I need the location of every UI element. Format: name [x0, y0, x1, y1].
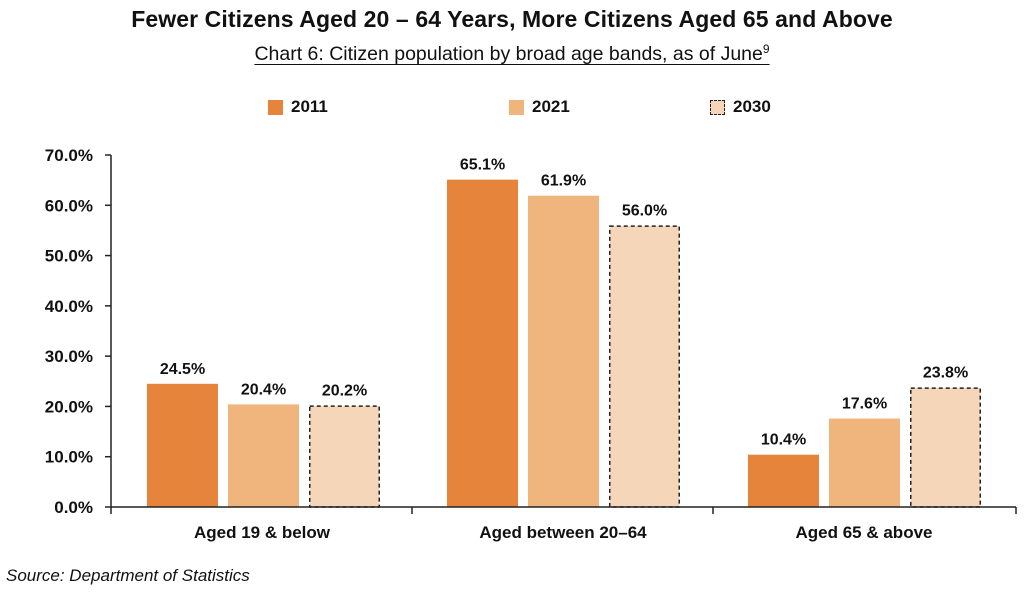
data-label-2011-0: 24.5%: [160, 361, 205, 378]
data-label-2030-2: 23.8%: [923, 364, 968, 381]
bar-2030-2: [910, 387, 981, 508]
y-tick-label: 20.0%: [45, 397, 93, 416]
bar-2021-2: [829, 418, 900, 507]
y-tick-label: 40.0%: [45, 297, 93, 316]
bar-2030-1: [609, 225, 680, 508]
data-label-2011-2: 10.4%: [761, 432, 806, 449]
y-tick-label: 30.0%: [45, 347, 93, 366]
x-category-label: Aged between 20–64: [479, 523, 647, 542]
y-tick-label: 10.0%: [45, 448, 93, 467]
legend-swatch-2011: [268, 99, 283, 115]
bar-2011-2: [748, 454, 819, 507]
bar-2011-0: [147, 383, 218, 507]
legend-swatch-2030: [710, 99, 725, 115]
data-label-2021-0: 20.4%: [241, 381, 286, 398]
data-label-2030-0: 20.2%: [322, 382, 367, 399]
bar-2030-0: [309, 405, 380, 508]
data-label-2021-1: 61.9%: [541, 173, 586, 190]
legend-swatch-2021: [509, 99, 524, 115]
data-label-2011-1: 65.1%: [460, 157, 505, 174]
legend-item-2011: 2011: [268, 96, 328, 118]
y-tick-label: 70.0%: [45, 146, 93, 165]
legend-label-2021: 2021: [532, 97, 570, 116]
data-label-2030-1: 56.0%: [622, 202, 667, 219]
y-tick-label: 50.0%: [45, 247, 93, 266]
bar-2011-1: [447, 179, 518, 507]
y-tick-label: 60.0%: [45, 196, 93, 215]
y-tick-label: 0.0%: [54, 498, 93, 517]
legend-item-2021: 2021: [509, 96, 570, 118]
legend-label-2030: 2030: [733, 97, 771, 116]
chart-subtitle: Chart 6: Citizen population by broad age…: [0, 42, 1024, 66]
bar-2021-1: [528, 195, 599, 507]
subtitle-footnote: 9: [762, 42, 770, 56]
subtitle-text: Chart 6: Citizen population by broad age…: [254, 43, 763, 65]
data-label-2021-2: 17.6%: [842, 395, 887, 412]
legend-label-2011: 2011: [291, 97, 328, 116]
source-note: Source: Department of Statistics: [6, 566, 250, 585]
x-category-label: Aged 19 & below: [194, 523, 331, 542]
chart-title: Fewer Citizens Aged 20 – 64 Years, More …: [131, 6, 893, 32]
bar-2021-0: [228, 404, 299, 507]
legend-item-2030: 2030: [710, 96, 771, 118]
x-category-label: Aged 65 & above: [796, 523, 933, 542]
